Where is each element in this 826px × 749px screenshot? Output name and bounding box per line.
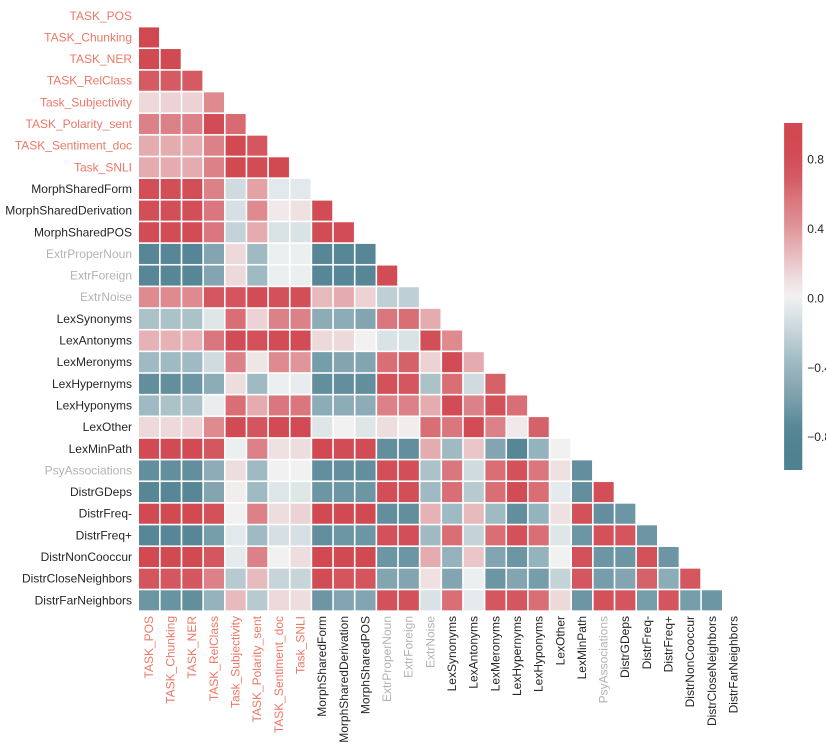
svg-text:ExtrNoise: ExtrNoise <box>423 616 437 668</box>
svg-text:DistrFarNeighbors: DistrFarNeighbors <box>726 616 740 713</box>
svg-text:TASK_Polarity_sent: TASK_Polarity_sent <box>26 117 133 131</box>
svg-text:MorphSharedForm: MorphSharedForm <box>315 616 329 717</box>
svg-text:MorphSharedPOS: MorphSharedPOS <box>358 616 372 714</box>
svg-text:DistrNonCooccur: DistrNonCooccur <box>683 616 697 707</box>
svg-text:TASK_Polarity_sent: TASK_Polarity_sent <box>250 615 264 722</box>
svg-text:TASK_NER: TASK_NER <box>70 52 133 66</box>
svg-text:LexHyponyms: LexHyponyms <box>532 616 546 692</box>
svg-text:ExtrForeign: ExtrForeign <box>70 269 132 283</box>
svg-text:LexOther: LexOther <box>553 616 567 665</box>
svg-text:DistrFreq+: DistrFreq+ <box>662 616 676 672</box>
svg-text:LexSynonyms: LexSynonyms <box>445 616 459 691</box>
svg-text:LexHypernyms: LexHypernyms <box>52 377 132 391</box>
svg-text:Task_Subjectivity: Task_Subjectivity <box>229 616 243 708</box>
svg-text:TASK_POS: TASK_POS <box>70 9 132 23</box>
svg-text:LexAntonyms: LexAntonyms <box>59 334 132 348</box>
svg-text:LexMinPath: LexMinPath <box>575 616 589 679</box>
svg-text:MorphSharedDerivation: MorphSharedDerivation <box>5 204 132 218</box>
svg-text:−0.4: −0.4 <box>807 361 826 375</box>
svg-text:TASK_RelClass: TASK_RelClass <box>47 74 132 88</box>
svg-text:0.0: 0.0 <box>807 291 824 305</box>
svg-text:ExtrNoise: ExtrNoise <box>80 290 132 304</box>
svg-text:LexSynonyms: LexSynonyms <box>57 312 132 326</box>
svg-text:TASK_Sentiment_doc: TASK_Sentiment_doc <box>272 616 286 733</box>
svg-text:0.8: 0.8 <box>807 153 824 167</box>
svg-text:LexHyponyms: LexHyponyms <box>56 398 132 412</box>
svg-text:PsyAssociations: PsyAssociations <box>45 463 132 477</box>
svg-text:DistrGDeps: DistrGDeps <box>618 616 632 678</box>
svg-text:DistrNonCooccur: DistrNonCooccur <box>41 550 132 564</box>
svg-text:DistrFreq-: DistrFreq- <box>640 616 654 669</box>
svg-text:ExtrForeign: ExtrForeign <box>402 616 416 678</box>
svg-text:LexOther: LexOther <box>83 420 132 434</box>
svg-text:0.4: 0.4 <box>807 222 824 236</box>
svg-text:TASK_Sentiment_doc: TASK_Sentiment_doc <box>15 139 132 153</box>
svg-text:ExtrProperNoun: ExtrProperNoun <box>380 616 394 702</box>
svg-text:TASK_Chunking: TASK_Chunking <box>44 30 132 44</box>
svg-text:DistrCloseNeighbors: DistrCloseNeighbors <box>705 616 719 726</box>
svg-text:DistrFreq+: DistrFreq+ <box>76 528 132 542</box>
svg-text:PsyAssociations: PsyAssociations <box>597 616 611 703</box>
svg-text:MorphSharedDerivation: MorphSharedDerivation <box>337 616 351 743</box>
svg-text:DistrGDeps: DistrGDeps <box>70 485 132 499</box>
svg-text:−0.8: −0.8 <box>807 430 826 444</box>
svg-text:Task_Subjectivity: Task_Subjectivity <box>40 95 132 109</box>
svg-text:ExtrProperNoun: ExtrProperNoun <box>46 247 132 261</box>
svg-text:LexMeronyms: LexMeronyms <box>488 616 502 691</box>
svg-text:MorphSharedForm: MorphSharedForm <box>31 182 132 196</box>
svg-text:TASK_NER: TASK_NER <box>185 616 199 679</box>
svg-text:Task_SNLI: Task_SNLI <box>293 616 307 674</box>
svg-text:Task_SNLI: Task_SNLI <box>74 160 132 174</box>
svg-text:TASK_POS: TASK_POS <box>142 616 156 678</box>
svg-text:DistrCloseNeighbors: DistrCloseNeighbors <box>22 572 132 586</box>
svg-text:MorphSharedPOS: MorphSharedPOS <box>34 225 132 239</box>
svg-text:LexMinPath: LexMinPath <box>69 442 132 456</box>
svg-text:LexHypernyms: LexHypernyms <box>510 616 524 696</box>
svg-text:TASK_RelClass: TASK_RelClass <box>207 616 221 701</box>
svg-text:DistrFarNeighbors: DistrFarNeighbors <box>35 593 132 607</box>
svg-text:TASK_Chunking: TASK_Chunking <box>164 616 178 704</box>
svg-text:LexAntonyms: LexAntonyms <box>467 616 481 689</box>
svg-text:DistrFreq-: DistrFreq- <box>79 507 132 521</box>
svg-text:LexMeronyms: LexMeronyms <box>57 355 132 369</box>
